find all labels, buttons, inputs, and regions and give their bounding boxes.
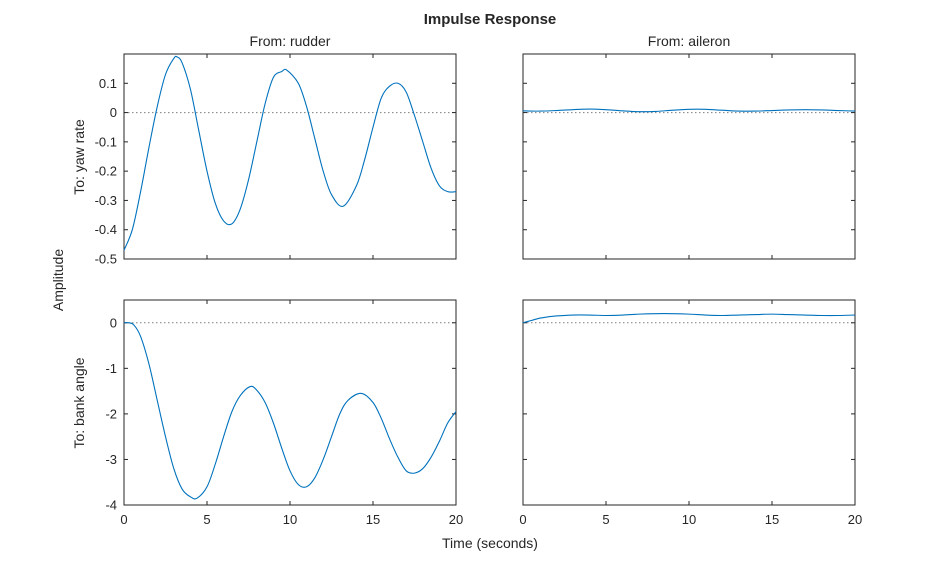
subplot-grid: -0.5 -0.4 -0.3 -0.2 -0.1 0 0.1 0 5 10 15 20 -4 -3 -2 -1… (95, 53, 862, 527)
y-tick-label: 0.1 (99, 76, 117, 91)
row-title-yaw-rate: To: yaw rate (71, 119, 87, 195)
y-tick-label: -1 (105, 361, 117, 376)
y-axis-label: Amplitude (50, 249, 66, 311)
x-axis-label: Time (seconds) (442, 535, 538, 551)
row-title-bank-angle: To: bank angle (71, 357, 87, 448)
panel-aileron-to-bank-angle: 0 5 10 15 20 (519, 299, 862, 527)
figure-title: Impulse Response (424, 11, 557, 28)
response-curve-aileron-to-yaw-rate (522, 108, 856, 113)
y-tick-label: -3 (105, 452, 117, 467)
x-tick-label: 10 (682, 512, 696, 527)
response-curve-aileron-to-bank-angle (522, 313, 856, 324)
x-tick-label: 15 (366, 512, 380, 527)
response-curve-rudder-to-yaw-rate (123, 55, 457, 251)
x-tick-label: 5 (602, 512, 609, 527)
y-tick-label: -0.4 (95, 222, 117, 237)
y-tick-label: -2 (105, 406, 117, 421)
response-curve-rudder-to-bank-angle (123, 322, 457, 500)
x-tick-label: 10 (283, 512, 297, 527)
axes-frame (522, 53, 856, 260)
y-tick-label: 0 (110, 105, 117, 120)
y-tick-label: -0.5 (95, 252, 117, 267)
x-tick-label: 5 (203, 512, 210, 527)
x-tick-label: 0 (120, 512, 127, 527)
panel-rudder-to-yaw-rate: -0.5 -0.4 -0.3 -0.2 -0.1 0 0.1 (95, 53, 457, 267)
y-tick-label: -0.1 (95, 134, 117, 149)
y-tick-label: 0 (110, 315, 117, 330)
y-tick-label: -0.2 (95, 164, 117, 179)
x-tick-label: 0 (519, 512, 526, 527)
panel-rudder-to-bank-angle: 0 5 10 15 20 -4 -3 -2 -1 0 (105, 299, 463, 527)
axes-frame (123, 299, 457, 506)
axes-frame (522, 299, 856, 506)
column-title-aileron: From: aileron (648, 33, 730, 49)
panel-aileron-to-yaw-rate (522, 53, 856, 260)
y-tick-label: -0.3 (95, 193, 117, 208)
x-tick-label: 20 (848, 512, 862, 527)
x-tick-label: 15 (765, 512, 779, 527)
x-tick-label: 20 (449, 512, 463, 527)
column-title-rudder: From: rudder (250, 33, 331, 49)
y-tick-label: -4 (105, 498, 117, 513)
axes-frame (123, 53, 457, 260)
